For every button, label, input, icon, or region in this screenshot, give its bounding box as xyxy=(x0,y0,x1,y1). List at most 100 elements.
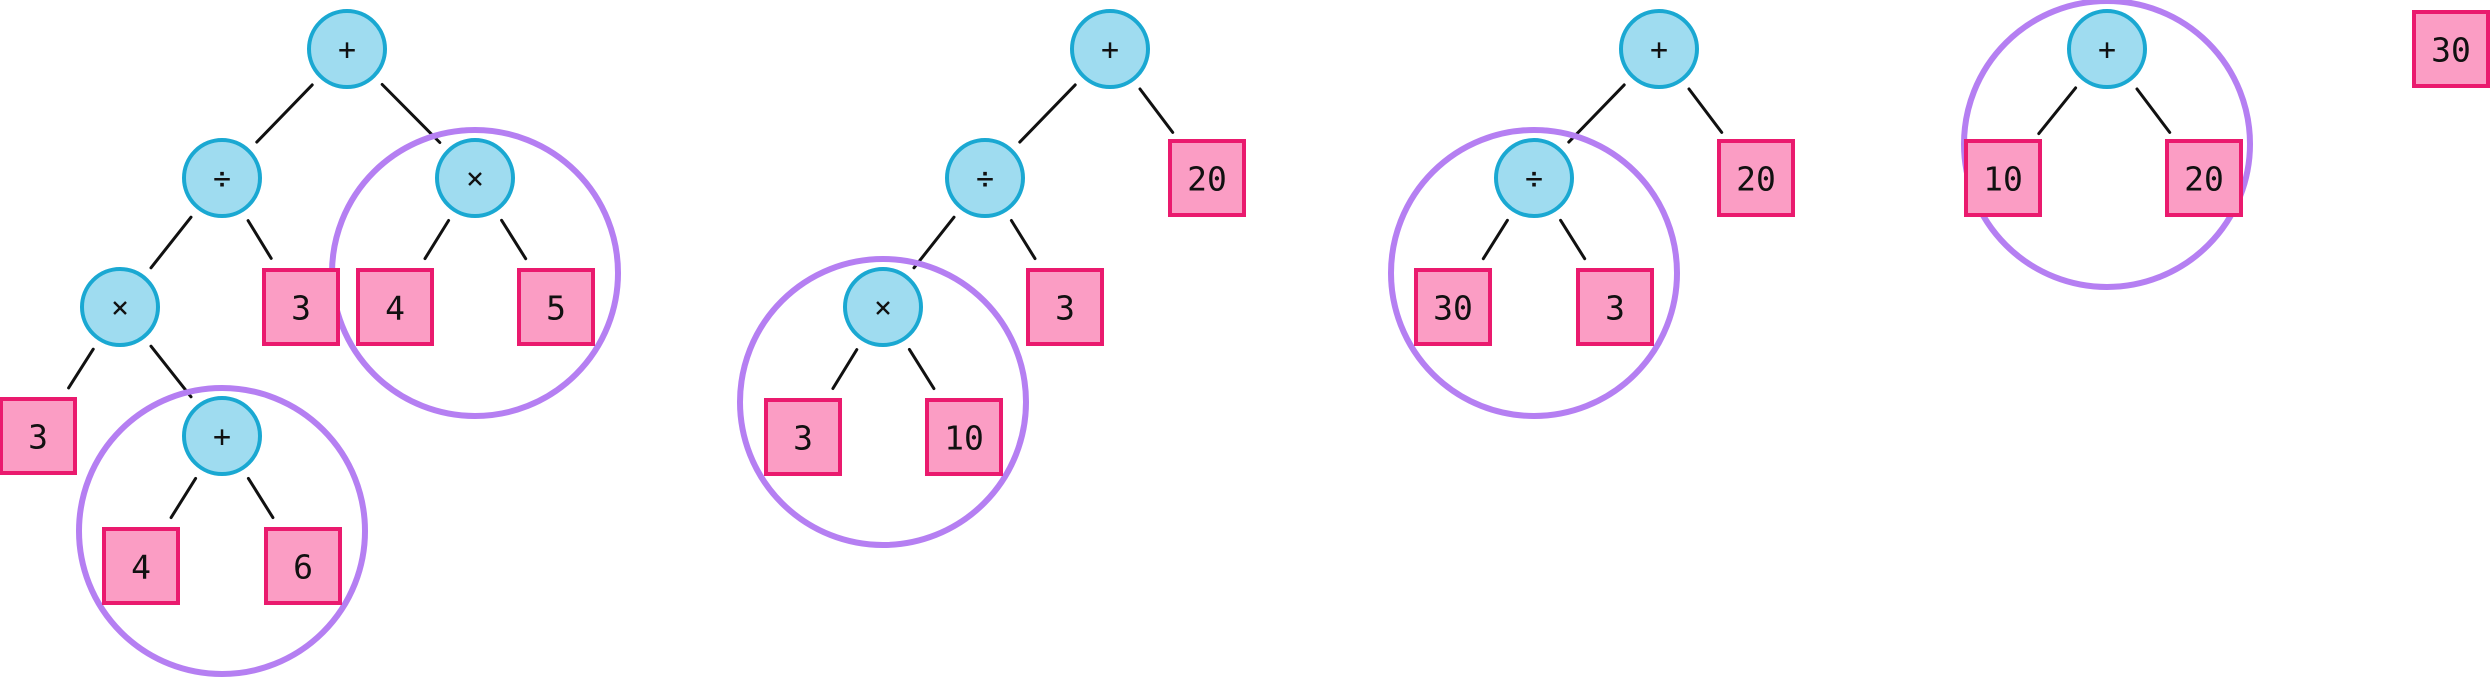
leaf-value: 4 xyxy=(385,289,405,328)
tree-1-edge xyxy=(246,476,275,520)
operator-symbol: × xyxy=(466,162,484,197)
tree-4-leaf-node: 10 xyxy=(1964,139,2042,217)
tree-3-edge xyxy=(1567,83,1626,144)
operator-circle xyxy=(1070,9,1150,89)
tree-1-operator-node: ÷ xyxy=(182,138,262,218)
tree-1-leaf-node: 4 xyxy=(102,527,180,605)
operator-circle xyxy=(182,396,262,476)
operator-circle xyxy=(945,138,1025,218)
operator-circle xyxy=(307,9,387,89)
leaf-box xyxy=(1576,268,1654,346)
operator-circle xyxy=(435,138,515,218)
tree-3-highlight-circle xyxy=(1388,127,1680,419)
leaf-value: 30 xyxy=(2431,31,2471,70)
tree-4-edge xyxy=(2135,87,2172,134)
operator-symbol: + xyxy=(1650,33,1668,68)
tree-2-leaf-node: 3 xyxy=(764,398,842,476)
highlights-layer xyxy=(76,0,2253,677)
tree-2-edge xyxy=(912,215,956,270)
tree-3-leaf-node: 30 xyxy=(1414,268,1492,346)
leaf-value: 3 xyxy=(793,419,813,458)
leaf-box xyxy=(102,527,180,605)
operator-circle xyxy=(80,267,160,347)
tree-3-edge xyxy=(1687,87,1724,134)
operator-symbol: + xyxy=(338,33,356,68)
tree-4-operator-node: + xyxy=(2067,9,2147,89)
tree-1-operator-node: × xyxy=(435,138,515,218)
leaf-box xyxy=(517,268,595,346)
leaf-value: 20 xyxy=(1736,160,1776,199)
leaf-value: 20 xyxy=(1187,160,1227,199)
leaf-box xyxy=(356,268,434,346)
leaf-box xyxy=(925,398,1003,476)
tree-3-leaf-node: 3 xyxy=(1576,268,1654,346)
tree-2-edge xyxy=(831,348,859,390)
leaf-value: 5 xyxy=(546,289,566,328)
operator-symbol: × xyxy=(874,291,892,326)
tree-2-operator-node: + xyxy=(1070,9,1150,89)
tree-2-leaf-node: 20 xyxy=(1168,139,1246,217)
tree-1-operator-node: + xyxy=(182,396,262,476)
operator-symbol: + xyxy=(1101,33,1119,68)
leaf-box xyxy=(264,527,342,605)
operator-circle xyxy=(843,267,923,347)
operator-symbol: + xyxy=(213,420,231,455)
operator-circle xyxy=(2067,9,2147,89)
tree-1-leaf-node: 3 xyxy=(262,268,340,346)
tree-3-edge xyxy=(1559,218,1587,261)
leaf-value: 20 xyxy=(2184,160,2224,199)
leaf-value: 10 xyxy=(1983,160,2023,199)
operator-symbol: ÷ xyxy=(976,162,994,197)
tree-2-leaf-node: 3 xyxy=(1026,268,1104,346)
leaf-value: 3 xyxy=(1605,289,1625,328)
tree-3-leaf-node: 20 xyxy=(1717,139,1795,217)
tree-1-edge xyxy=(255,83,314,144)
tree-1-leaf-node: 3 xyxy=(0,397,77,475)
tree-3-edge xyxy=(1481,218,1509,261)
operator-symbol: + xyxy=(2098,33,2116,68)
operator-symbol: ÷ xyxy=(213,162,231,197)
operator-circle xyxy=(1494,138,1574,218)
tree-1-edge xyxy=(149,215,193,270)
tree-4-leaf-node: 20 xyxy=(2165,139,2243,217)
leaf-value: 3 xyxy=(1055,289,1075,328)
leaf-value: 10 xyxy=(944,419,984,458)
leaf-box xyxy=(1026,268,1104,346)
tree-2-edge xyxy=(1018,83,1077,144)
tree-1-edge xyxy=(500,218,528,261)
tree-2-edge xyxy=(1138,87,1175,134)
leaf-box xyxy=(1964,139,2042,217)
leaf-value: 6 xyxy=(293,548,313,587)
tree-1-edge xyxy=(423,219,451,261)
tree-1-edge xyxy=(380,83,442,144)
leaf-box xyxy=(1168,139,1246,217)
tree-1-edge xyxy=(149,344,193,399)
tree-1-edge xyxy=(246,219,273,260)
leaf-box xyxy=(2165,139,2243,217)
tree-2-edge xyxy=(1009,219,1037,261)
tree-2-operator-node: ÷ xyxy=(945,138,1025,218)
tree-1-operator-node: × xyxy=(80,267,160,347)
tree-1-operator-node: + xyxy=(307,9,387,89)
tree-3-operator-node: + xyxy=(1619,9,1699,89)
tree-3-operator-node: ÷ xyxy=(1494,138,1574,218)
tree-1-leaf-node: 6 xyxy=(264,527,342,605)
tree-1-leaf-node: 5 xyxy=(517,268,595,346)
tree-1-highlight-circle xyxy=(76,385,368,677)
leaf-value: 30 xyxy=(1433,289,1473,328)
leaf-value: 4 xyxy=(131,548,151,587)
leaf-value: 3 xyxy=(28,418,48,457)
tree-2-leaf-node: 10 xyxy=(925,398,1003,476)
tree-1-edge xyxy=(67,347,95,390)
tree-2-highlight-circle xyxy=(737,256,1029,548)
tree-2-edge xyxy=(907,347,936,391)
operator-symbol: ÷ xyxy=(1525,162,1543,197)
leaf-box xyxy=(2412,10,2490,88)
leaf-box xyxy=(0,397,77,475)
tree-5-leaf-node: 30 xyxy=(2412,10,2490,88)
tree-2-operator-node: × xyxy=(843,267,923,347)
leaf-box xyxy=(262,268,340,346)
operator-symbol: × xyxy=(111,291,129,326)
operator-circle xyxy=(1619,9,1699,89)
